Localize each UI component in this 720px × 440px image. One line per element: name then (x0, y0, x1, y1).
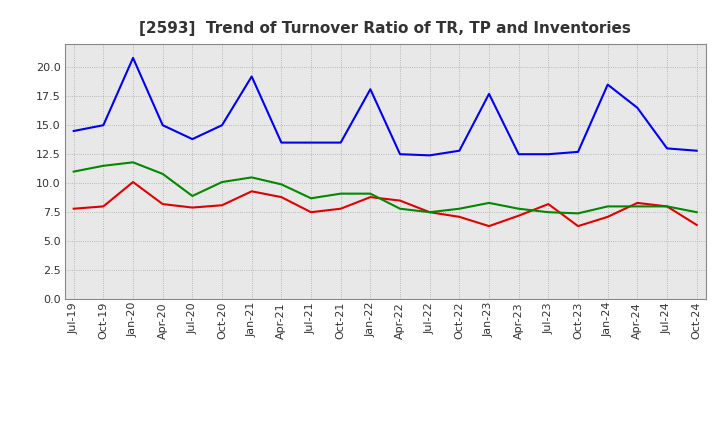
Inventories (69, 169, 78, 174)
Trade Receivables (514, 213, 523, 218)
Trade Payables (544, 151, 553, 157)
Inventories (693, 209, 701, 215)
Inventories (366, 191, 374, 196)
Inventories (158, 171, 167, 176)
Inventories (188, 193, 197, 198)
Inventories (426, 209, 434, 215)
Trade Receivables (544, 202, 553, 207)
Inventories (603, 204, 612, 209)
Trade Payables (248, 74, 256, 79)
Inventories (336, 191, 345, 196)
Trade Receivables (574, 224, 582, 229)
Trade Payables (366, 87, 374, 92)
Trade Payables (693, 148, 701, 154)
Trade Payables (455, 148, 464, 154)
Trade Receivables (69, 206, 78, 211)
Trade Receivables (158, 202, 167, 207)
Trade Payables (485, 91, 493, 96)
Inventories (217, 180, 226, 185)
Trade Payables (574, 149, 582, 154)
Inventories (307, 196, 315, 201)
Inventories (633, 204, 642, 209)
Trade Payables (188, 136, 197, 142)
Trade Payables (396, 151, 405, 157)
Trade Receivables (188, 205, 197, 210)
Trade Receivables (277, 194, 286, 200)
Trade Payables (158, 123, 167, 128)
Trade Payables (514, 151, 523, 157)
Inventories (277, 182, 286, 187)
Inventories (396, 206, 405, 211)
Line: Trade Payables: Trade Payables (73, 58, 697, 155)
Line: Inventories: Inventories (73, 162, 697, 213)
Trade Receivables (99, 204, 108, 209)
Trade Receivables (217, 202, 226, 208)
Trade Payables (129, 55, 138, 61)
Trade Payables (336, 140, 345, 145)
Trade Receivables (129, 180, 138, 185)
Trade Receivables (426, 209, 434, 215)
Trade Payables (426, 153, 434, 158)
Trade Receivables (455, 214, 464, 220)
Trade Receivables (396, 198, 405, 203)
Trade Payables (277, 140, 286, 145)
Inventories (129, 160, 138, 165)
Trade Payables (662, 146, 671, 151)
Inventories (544, 209, 553, 215)
Trade Receivables (633, 200, 642, 205)
Trade Receivables (693, 222, 701, 227)
Trade Payables (217, 123, 226, 128)
Inventories (99, 163, 108, 169)
Trade Receivables (366, 194, 374, 200)
Trade Receivables (603, 214, 612, 220)
Inventories (455, 206, 464, 211)
Trade Payables (603, 82, 612, 87)
Trade Receivables (336, 206, 345, 211)
Line: Trade Receivables: Trade Receivables (73, 182, 697, 226)
Trade Receivables (307, 209, 315, 215)
Trade Receivables (662, 204, 671, 209)
Inventories (485, 200, 493, 205)
Inventories (514, 206, 523, 211)
Trade Receivables (485, 224, 493, 229)
Inventories (248, 175, 256, 180)
Trade Payables (307, 140, 315, 145)
Trade Payables (633, 105, 642, 110)
Trade Payables (69, 128, 78, 134)
Title: [2593]  Trend of Turnover Ratio of TR, TP and Inventories: [2593] Trend of Turnover Ratio of TR, TP… (139, 21, 631, 36)
Legend: Trade Receivables, Trade Payables, Inventories: Trade Receivables, Trade Payables, Inven… (170, 438, 600, 440)
Trade Receivables (248, 189, 256, 194)
Inventories (574, 211, 582, 216)
Inventories (662, 204, 671, 209)
Trade Payables (99, 123, 108, 128)
